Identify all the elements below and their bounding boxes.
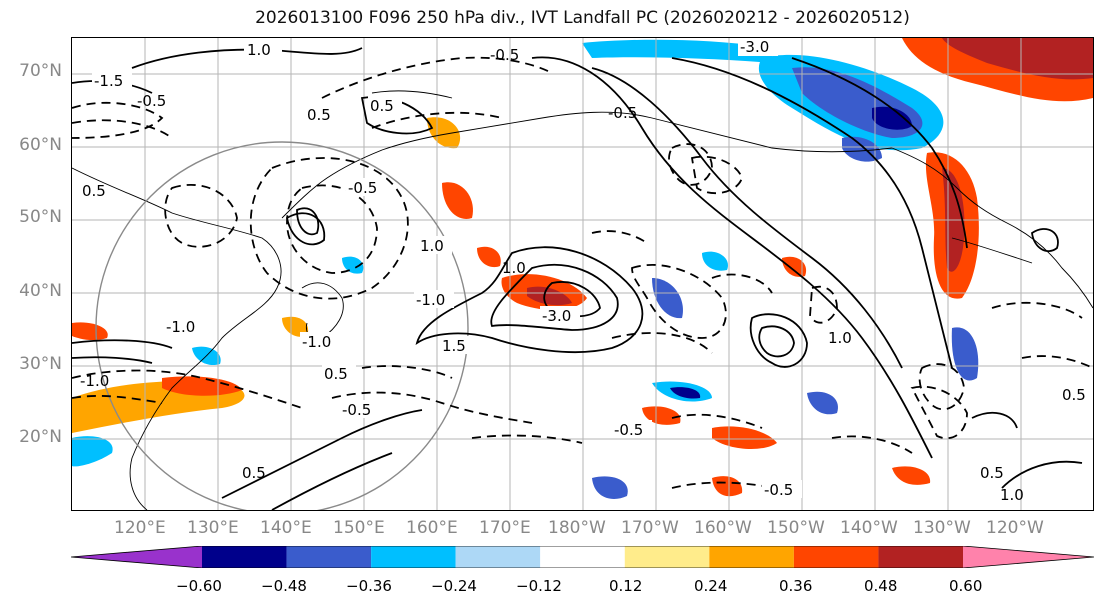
colorbar [71,546,1094,568]
map-title: 2026013100 F096 250 hPa div., IVT Landfa… [255,8,910,28]
contour-label: -1.0 [416,291,445,309]
colorbar-segment [455,546,541,568]
lat-label-20n: 20°N [19,427,62,447]
lon-label: 170°E [479,518,531,538]
contour-label: -0.5 [137,92,166,110]
contour-label: -1.0 [80,372,109,390]
colorbar-segment [371,546,456,568]
lon-label: 130°E [187,518,239,538]
colorbar-segment [286,546,372,568]
lon-label: 140°E [260,518,312,538]
contour-label: 1.0 [828,329,852,347]
lat-label-30n: 30°N [19,354,62,374]
contour-label: -1.0 [166,318,195,336]
contour-label: -0.5 [608,104,637,122]
contour-label: -0.5 [614,421,643,439]
colorbar-segment [71,546,202,568]
contour-label: 1.0 [247,41,271,59]
colorbar-tick: −0.36 [346,577,392,595]
colorbar-segments [71,546,1094,568]
contour-label: 0.5 [82,182,106,200]
contour-label: 1.0 [1000,486,1024,504]
contour-label: -3.0 [542,307,571,325]
colorbar-segment [793,546,879,568]
contour-label: 0.5 [1062,386,1086,404]
colorbar-segment [624,546,710,568]
map-canvas: 1.0 -1.5 -0.5 0.5 -3.0 -0.5 -0.5 0.5 -1.… [72,38,1093,510]
contour-label: 0.5 [242,464,266,482]
range-circle [95,141,469,510]
colorbar-segment [878,546,963,568]
lon-label: 140°W [840,518,898,538]
contour-label: -3.0 [740,38,769,56]
colorbar-segment [202,546,287,568]
lat-label-60n: 60°N [19,135,62,155]
lon-label: 150°W [767,518,825,538]
colorbar-tick: −0.60 [176,577,222,595]
contour-label: 0.5 [307,106,331,124]
lon-label: 120°E [114,518,166,538]
contour-label: -0.5 [764,481,793,499]
lon-label: 160°W [694,518,752,538]
lat-label-70n: 70°N [19,61,62,81]
contour-label: 0.5 [980,464,1004,482]
lon-label: 130°W [913,518,971,538]
colorbar-tick: 0.24 [694,577,728,595]
contour-label: 1.0 [420,237,444,255]
contour-label: 1.0 [502,259,526,277]
contour-label: -0.5 [490,46,519,64]
colorbar-tick: −0.24 [431,577,477,595]
colorbar-tick: 0.60 [949,577,983,595]
lon-label: 170°W [621,518,679,538]
contour-label: 0.5 [370,97,394,115]
contour-label: 0.5 [324,365,348,383]
contour-label: -0.5 [348,179,377,197]
lon-label: 180°W [548,518,606,538]
colorbar-tick: 0.48 [864,577,898,595]
colorbar-segment [540,546,625,568]
lat-label-40n: 40°N [19,281,62,301]
colorbar-tick: 0.36 [779,577,813,595]
contour-label: -1.5 [94,72,123,90]
colorbar-tick: 0.12 [609,577,643,595]
lon-label: 120°W [986,518,1044,538]
lon-label: 160°E [406,518,458,538]
colorbar-tick: −0.48 [261,577,307,595]
colorbar-tick: −0.12 [516,577,562,595]
contour-label: 1.5 [442,337,466,355]
map-panel: 1.0 -1.5 -0.5 0.5 -3.0 -0.5 -0.5 0.5 -1.… [71,37,1094,511]
contour-label: -0.5 [342,401,371,419]
colorbar-segment [963,546,1094,568]
lat-label-50n: 50°N [19,207,62,227]
contour-label: -1.0 [302,333,331,351]
lon-label: 150°E [333,518,385,538]
colorbar-segment [709,546,794,568]
contour-labels: 1.0 -1.5 -0.5 0.5 -3.0 -0.5 -0.5 0.5 -1.… [80,38,1086,504]
